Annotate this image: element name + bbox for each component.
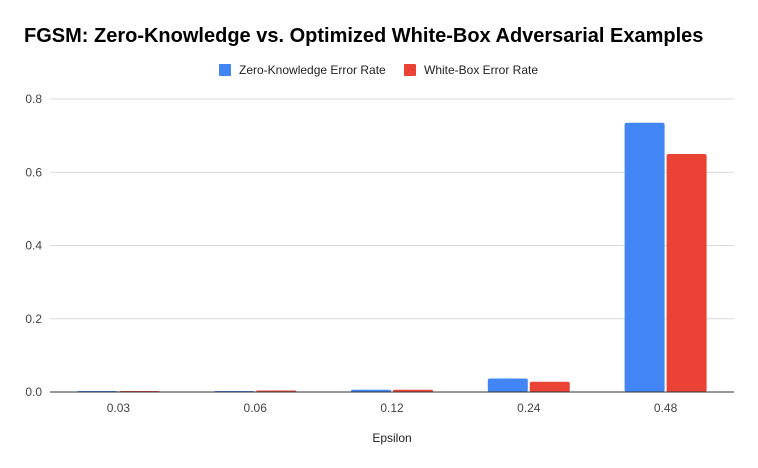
- legend-swatch-zero-knowledge: [219, 64, 231, 76]
- x-axis-label: Epsilon: [372, 431, 411, 445]
- gridlines: [50, 98, 734, 320]
- x-axis-ticks: 0.03 0.06 0.12 0.24 0.48: [107, 401, 678, 415]
- y-tick-label: 0.0: [25, 385, 42, 399]
- bar-white-box-0.24: [529, 381, 570, 392]
- bar-zero-knowledge-0.48: [624, 122, 665, 393]
- bar-white-box-0.12: [393, 389, 433, 392]
- bar-zero-knowledge-0.12: [351, 389, 391, 392]
- y-tick-label: 0.2: [25, 312, 42, 326]
- y-tick-label: 0.8: [25, 92, 42, 106]
- chart-title: FGSM: Zero-Knowledge vs. Optimized White…: [24, 25, 703, 47]
- x-tick-label: 0.24: [517, 401, 541, 415]
- legend: Zero-Knowledge Error Rate White-Box Erro…: [219, 63, 538, 77]
- bar-zero-knowledge-0.24: [487, 378, 528, 392]
- legend-label-white-box: White-Box Error Rate: [424, 63, 538, 77]
- y-tick-label: 0.6: [25, 165, 42, 179]
- x-tick-label: 0.06: [244, 401, 268, 415]
- y-tick-label: 0.4: [25, 239, 42, 253]
- x-tick-label: 0.12: [380, 401, 404, 415]
- x-tick-label: 0.03: [107, 401, 131, 415]
- bar-white-box-0.48: [666, 153, 707, 392]
- legend-label-zero-knowledge: Zero-Knowledge Error Rate: [239, 63, 386, 77]
- y-axis-ticks: 0.0 0.2 0.4 0.6 0.8: [25, 92, 42, 399]
- x-tick-label: 0.48: [654, 401, 678, 415]
- legend-swatch-white-box: [404, 64, 416, 76]
- bars: [77, 122, 707, 393]
